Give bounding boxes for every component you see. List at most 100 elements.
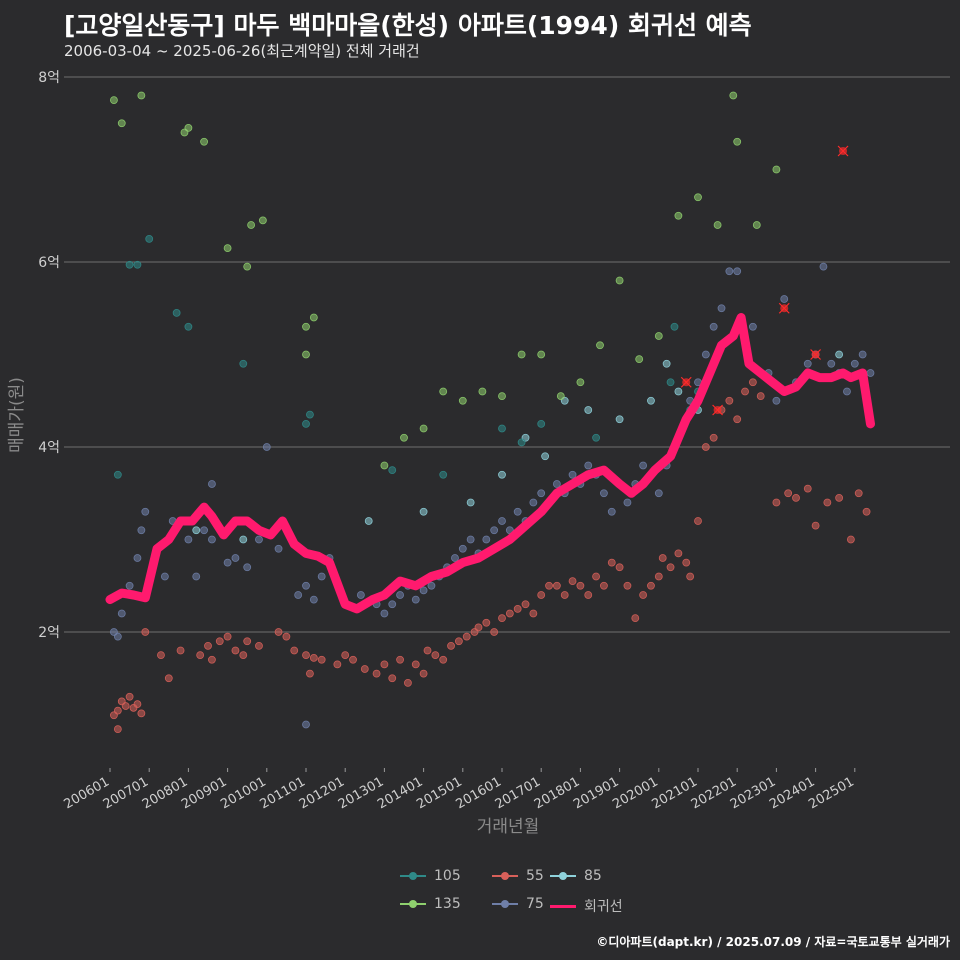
data-point-75 xyxy=(274,544,283,553)
legend-label: 105 xyxy=(434,868,461,884)
data-point-55 xyxy=(756,392,765,401)
data-point-55 xyxy=(309,654,318,662)
data-point-55 xyxy=(121,702,130,710)
data-point-135 xyxy=(498,392,506,401)
data-point-75 xyxy=(466,535,475,544)
data-point-55 xyxy=(282,632,291,641)
series-105 xyxy=(113,234,702,479)
legend-item-회귀선: 회귀선 xyxy=(548,896,623,916)
series-135 xyxy=(110,91,781,470)
data-point-55 xyxy=(306,669,314,678)
data-point-55 xyxy=(454,637,463,646)
data-point-55 xyxy=(388,674,397,683)
data-point-75 xyxy=(858,350,867,359)
data-point-135 xyxy=(137,91,146,100)
legend-swatch xyxy=(490,897,520,911)
data-point-55 xyxy=(701,443,710,451)
highlight-marker xyxy=(712,404,724,416)
data-point-55 xyxy=(741,387,749,396)
data-point-55 xyxy=(560,591,569,599)
highlight-cross xyxy=(810,349,822,360)
data-point-75 xyxy=(208,480,216,488)
data-point-75 xyxy=(141,507,150,516)
data-point-55 xyxy=(482,618,491,627)
x-tick-label: 202501 xyxy=(806,774,856,812)
data-point-55 xyxy=(290,646,299,655)
data-point-55 xyxy=(686,572,695,581)
data-point-135 xyxy=(302,350,310,359)
data-point-55 xyxy=(164,674,173,683)
data-point-55 xyxy=(223,632,232,641)
data-point-75 xyxy=(803,359,812,368)
footer-credit: ©디아파트(dapt.kr) / 2025.07.09 / 자료=국토교통부 실… xyxy=(596,935,950,949)
data-point-75 xyxy=(850,359,859,368)
data-point-55 xyxy=(682,558,691,567)
data-point-75 xyxy=(639,461,648,470)
data-point-75 xyxy=(843,387,851,396)
data-point-135 xyxy=(674,211,683,220)
data-point-75 xyxy=(607,507,616,516)
data-point-85 xyxy=(647,396,655,405)
data-point-75 xyxy=(827,359,836,368)
data-point-75 xyxy=(200,526,208,535)
data-point-135 xyxy=(694,193,702,202)
data-point-85 xyxy=(541,452,550,461)
data-point-55 xyxy=(748,378,757,387)
data-point-55 xyxy=(592,572,600,581)
data-point-75 xyxy=(125,581,134,590)
data-point-55 xyxy=(113,706,122,715)
data-point-75 xyxy=(717,304,726,313)
data-point-55 xyxy=(419,669,428,678)
data-point-135 xyxy=(537,350,546,359)
data-point-55 xyxy=(846,535,855,544)
data-point-55 xyxy=(176,646,185,655)
data-point-55 xyxy=(490,628,499,636)
data-point-55 xyxy=(639,591,648,599)
data-point-55 xyxy=(462,632,471,641)
data-point-75 xyxy=(380,609,389,618)
data-point-105 xyxy=(498,424,506,433)
data-point-85 xyxy=(466,498,475,507)
data-point-55 xyxy=(823,498,832,507)
data-point-55 xyxy=(709,433,718,442)
data-point-75 xyxy=(133,554,142,562)
data-point-85 xyxy=(498,470,506,479)
data-point-55 xyxy=(196,651,205,660)
data-point-55 xyxy=(862,507,871,516)
data-point-55 xyxy=(631,614,640,623)
data-point-75 xyxy=(584,461,593,470)
data-point-75 xyxy=(294,591,303,599)
data-point-105 xyxy=(537,419,546,428)
data-point-55 xyxy=(498,614,506,623)
data-point-55 xyxy=(447,641,455,650)
legend-label: 회귀선 xyxy=(584,899,623,915)
data-point-85 xyxy=(419,507,428,516)
data-point-105 xyxy=(125,260,134,269)
data-point-55 xyxy=(521,600,530,609)
highlight-marker xyxy=(837,145,849,157)
data-point-105 xyxy=(388,466,397,475)
data-point-135 xyxy=(556,392,565,401)
data-point-135 xyxy=(772,165,781,174)
data-point-75 xyxy=(537,489,546,498)
legend-item-55: 55 xyxy=(490,868,544,884)
data-point-55 xyxy=(835,493,844,502)
legend-swatch xyxy=(548,899,578,913)
data-point-55 xyxy=(113,725,122,734)
data-point-85 xyxy=(835,350,844,359)
data-point-55 xyxy=(568,577,577,586)
data-point-75 xyxy=(725,267,734,276)
y-tick-label: 4억 xyxy=(38,440,60,456)
data-point-135 xyxy=(635,355,644,364)
data-point-135 xyxy=(654,332,663,340)
legend-item-75: 75 xyxy=(490,896,544,912)
data-point-85 xyxy=(674,387,683,396)
data-point-55 xyxy=(317,655,326,664)
data-point-55 xyxy=(505,609,514,618)
data-point-75 xyxy=(208,535,216,544)
data-point-55 xyxy=(607,558,616,567)
data-point-135 xyxy=(380,461,389,470)
data-point-75 xyxy=(388,600,397,609)
legend-item-85: 85 xyxy=(548,868,602,884)
data-point-55 xyxy=(545,581,553,590)
